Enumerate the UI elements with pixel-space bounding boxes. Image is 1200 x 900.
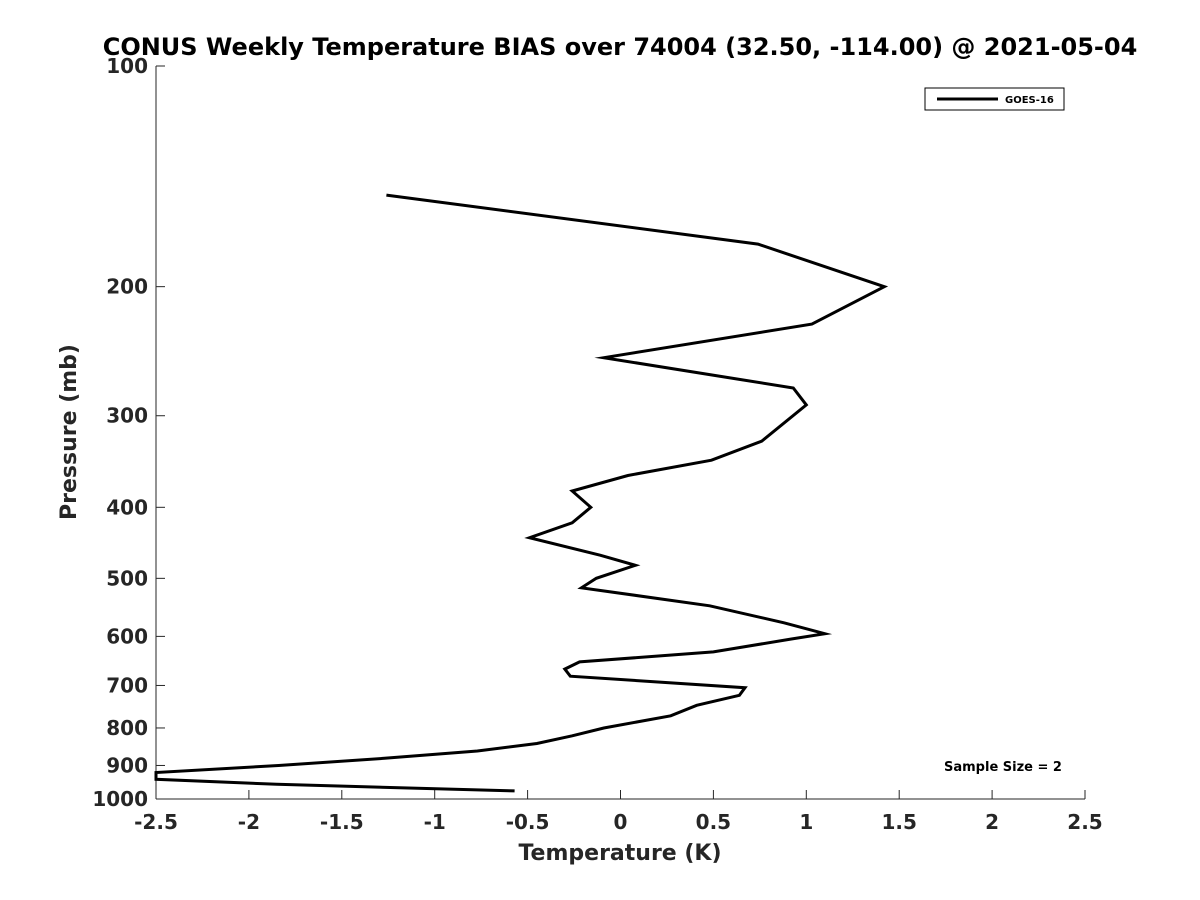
legend-label: GOES-16 <box>1005 95 1054 106</box>
y-tick-label: 1000 <box>92 787 148 811</box>
y-tick-label: 900 <box>106 753 148 777</box>
x-tick-label: -1.5 <box>320 810 364 834</box>
x-tick-label: -1 <box>424 810 446 834</box>
y-tick-label: 100 <box>106 54 148 78</box>
y-tick-label: 700 <box>106 673 148 697</box>
legend: GOES-16 <box>924 87 1065 111</box>
y-axis-label: Pressure (mb) <box>57 344 82 520</box>
y-tick-label: 800 <box>106 716 148 740</box>
sample-size-annotation: Sample Size = 2 <box>944 760 1062 775</box>
y-tick-label: 300 <box>106 404 148 428</box>
x-tick-label: 0.5 <box>696 810 731 834</box>
x-tick-label: 1 <box>799 810 813 834</box>
x-tick-label: 0 <box>614 810 628 834</box>
y-tick-label: 600 <box>106 624 148 648</box>
y-tick-label: 200 <box>106 275 148 299</box>
series-line-goes-16 <box>154 193 889 793</box>
x-tick-label: -2.5 <box>134 810 178 834</box>
x-axis-ticks: -2.5 -2 -1.5 -1 -0.5 0 0.5 1 1.5 2 2.5 <box>134 790 1103 834</box>
x-tick-label: 2 <box>985 810 999 834</box>
plot-area <box>155 66 1085 800</box>
x-axis-label: Temperature (K) <box>518 841 721 866</box>
y-tick-label: 400 <box>106 495 148 519</box>
y-tick-label: 500 <box>106 566 148 590</box>
chart-title: CONUS Weekly Temperature BIAS over 74004… <box>103 33 1138 61</box>
x-tick-label: -0.5 <box>506 810 550 834</box>
series-layer <box>154 193 889 793</box>
x-tick-label: -2 <box>238 810 260 834</box>
x-tick-label: 1.5 <box>881 810 916 834</box>
y-axis-ticks: 100 200 300 400 500 600 700 800 900 1000 <box>92 54 165 811</box>
x-tick-label: 2.5 <box>1067 810 1102 834</box>
